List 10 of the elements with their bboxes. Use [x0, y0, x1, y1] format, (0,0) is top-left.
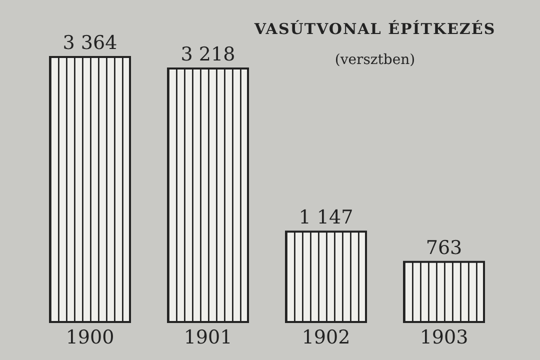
- chart-subtitle: (versztben): [334, 52, 416, 68]
- x-tick-label: 1902: [302, 326, 350, 348]
- x-tick-label: 1903: [420, 326, 468, 348]
- data-label: 763: [426, 236, 462, 259]
- data-label: 3 218: [180, 44, 236, 66]
- data-label: 3 364: [62, 32, 118, 54]
- x-tick-label: 1901: [184, 326, 232, 348]
- x-tick-label: 1900: [66, 326, 114, 348]
- chart-title: VASÚTVONAL ÉPÍTKEZÉS: [253, 20, 497, 38]
- data-label: 1 147: [298, 206, 354, 229]
